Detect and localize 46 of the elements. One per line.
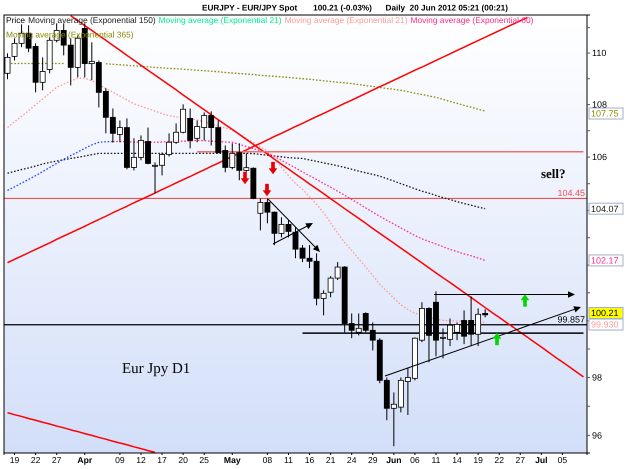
annotation: 102.17 — [591, 256, 619, 266]
x-tick-label: 21 — [326, 455, 336, 466]
series-label: Price — [6, 15, 26, 25]
text: Moving average (Exponential 21) — [284, 15, 408, 25]
y-tick-label: 110 — [592, 48, 606, 58]
y-tick-label: 96 — [592, 430, 602, 440]
text: 107.75 — [591, 108, 619, 119]
x-tick-label: Jul — [535, 455, 548, 466]
x-tick-label: 29 — [368, 455, 378, 466]
x-tick-label: 20 — [178, 455, 188, 466]
x-tick-label: 06 — [410, 455, 420, 466]
x-tick-label: 19 — [473, 455, 484, 466]
line-series — [6, 412, 156, 453]
x-tick-label: 19 — [10, 455, 20, 466]
x-tick-label: 14 — [452, 455, 462, 466]
x-tick-label: 11 — [432, 455, 441, 466]
x-tick-label: 12 — [136, 455, 146, 466]
x-tick-label: 27 — [52, 455, 62, 466]
annotation: 104.07 — [591, 204, 619, 214]
annotation: sell? — [540, 166, 566, 181]
annotation: Eur Jpy D1 — [122, 360, 190, 377]
y-tick-label: 98 — [592, 372, 602, 382]
x-tick-label: 27 — [515, 455, 526, 466]
annotation: 99.930 — [591, 320, 619, 330]
x-tick-label: Jun — [386, 455, 402, 466]
legend-label: Moving average (Exponential 21) — [158, 15, 282, 25]
x-tick-label: 22 — [494, 455, 504, 466]
x-tick-label: May — [224, 455, 241, 466]
chart-title: EURJPY - EUR/JPY Spot 100.21 (-0.03%) Daily 20 Jun 2012 05:21 (00:21) — [202, 4, 508, 12]
x-tick-label: 16 — [304, 455, 315, 466]
line-series — [6, 140, 114, 192]
x-tick-label: 05 — [558, 455, 568, 466]
x-tick-label: 24 — [346, 455, 357, 466]
x-tick-label: 09 — [115, 455, 125, 466]
x-tick-label: Apr — [77, 455, 93, 466]
x-tick-label: 08 — [262, 455, 272, 466]
ref-line-label: 99.857 — [557, 314, 585, 324]
text: Moving average (Exponential 60) — [410, 15, 534, 25]
annotation: 100.21 — [591, 308, 619, 318]
x-tick-label: 25 — [199, 455, 210, 466]
y-tick-label: 108 — [592, 99, 608, 110]
x-tick-label: 17 — [157, 455, 168, 466]
x-tick-label: 22 — [30, 455, 41, 466]
y-tick-label: 106 — [592, 152, 608, 162]
x-tick-label: 11 — [284, 455, 294, 466]
ref-line-label: 104.45 — [557, 188, 585, 198]
